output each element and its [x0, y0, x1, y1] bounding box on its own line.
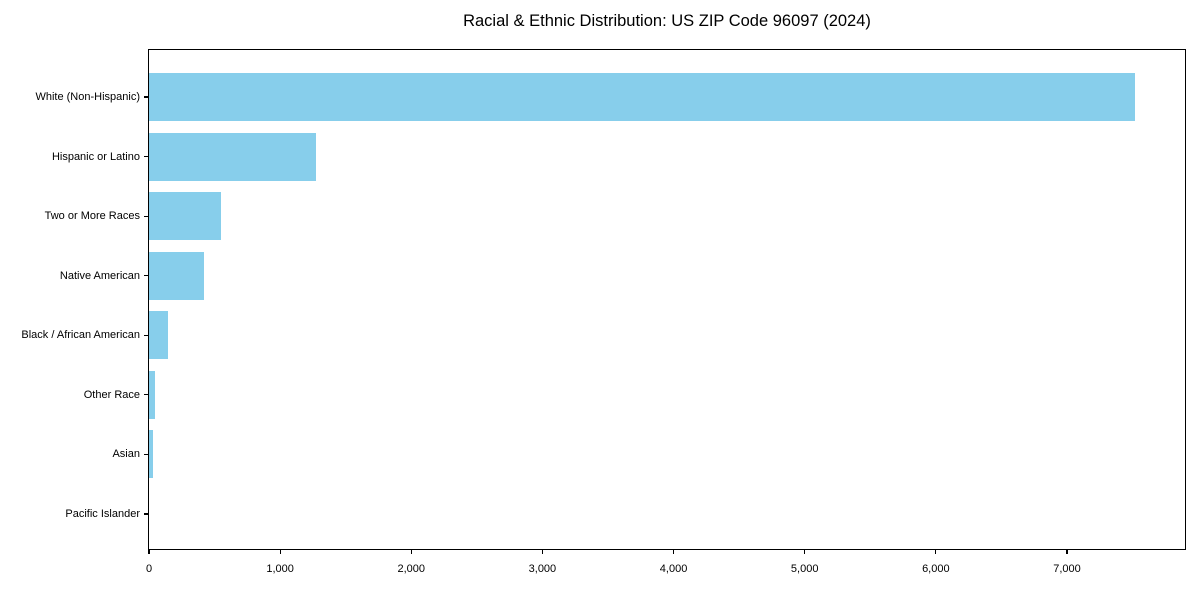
bar: [149, 251, 205, 300]
x-tick: [410, 550, 412, 554]
y-tick: [144, 334, 148, 336]
y-tick-label: Black / African American: [21, 329, 140, 342]
y-tick: [144, 513, 148, 515]
y-tick: [144, 394, 148, 396]
x-tick-label: 0: [145, 563, 153, 575]
x-tick: [148, 550, 150, 554]
x-tick-label: 2,000: [397, 563, 426, 575]
y-tick-label: Hispanic or Latino: [51, 150, 140, 163]
bar: [149, 132, 317, 181]
y-tick-label: Pacific Islander: [65, 507, 140, 520]
y-tick-label: Asian: [112, 448, 140, 461]
x-tick-label: 1,000: [266, 563, 294, 575]
y-tick-label: White (Non-Hispanic): [35, 91, 140, 103]
bar: [149, 73, 1136, 121]
plot-area: [148, 49, 1186, 550]
x-tick: [1066, 550, 1068, 554]
bar: [149, 311, 168, 360]
y-tick: [144, 215, 148, 217]
x-tick: [935, 550, 937, 554]
y-tick-label: Other Race: [83, 388, 140, 401]
x-tick: [541, 550, 543, 554]
chart-title: Racial & Ethnic Distribution: US ZIP Cod…: [463, 12, 871, 30]
x-tick: [804, 550, 806, 554]
x-tick-label: 6,000: [922, 563, 950, 575]
bar: [149, 192, 222, 241]
y-tick: [144, 155, 148, 158]
y-tick: [144, 275, 148, 277]
x-tick-label: 5,000: [790, 563, 819, 575]
x-tick-label: 7,000: [1053, 563, 1081, 575]
y-tick: [144, 96, 148, 98]
bar: [149, 370, 155, 419]
x-tick: [279, 550, 281, 554]
y-tick-label: Two or More Races: [44, 210, 140, 223]
x-tick-label: 4,000: [659, 563, 688, 575]
bar: [149, 430, 153, 479]
x-tick-label: 3,000: [528, 563, 557, 575]
y-tick: [144, 453, 148, 455]
x-tick: [672, 550, 675, 554]
y-tick-label: Native American: [59, 269, 140, 282]
